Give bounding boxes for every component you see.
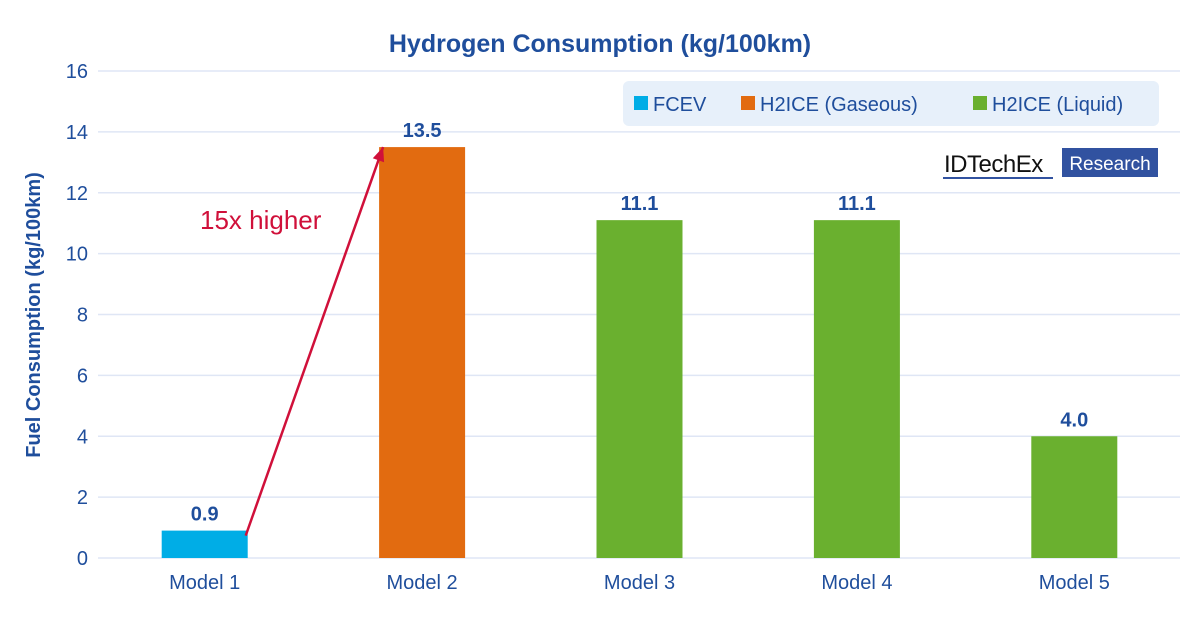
y-tick-label: 8	[77, 305, 88, 327]
data-label: 11.1	[621, 193, 659, 215]
legend-swatch	[634, 96, 648, 110]
legend-label: H2ICE (Gaseous)	[760, 94, 918, 116]
y-tick-label: 6	[77, 365, 88, 387]
annotation-text: 15x higher	[200, 205, 322, 235]
idtechex-logo: IDTechEx Research	[943, 148, 1158, 179]
bar	[161, 530, 248, 558]
legend-label: H2ICE (Liquid)	[992, 94, 1123, 116]
svg-text:Research: Research	[1069, 154, 1150, 175]
bar	[813, 220, 900, 559]
y-tick-label: 2	[77, 487, 88, 509]
data-label: 13.5	[403, 120, 442, 142]
data-label: 11.1	[838, 193, 876, 215]
x-tick-label: Model 1	[169, 572, 240, 594]
y-tick-label: 0	[77, 548, 88, 570]
bar	[1031, 436, 1118, 558]
annotation-arrow	[244, 146, 385, 537]
y-tick-label: 16	[66, 61, 88, 83]
data-label: 4.0	[1060, 409, 1088, 431]
x-tick-label: Model 5	[1039, 572, 1110, 594]
legend: FCEV H2ICE (Gaseous) H2ICE (Liquid)	[623, 81, 1159, 126]
y-axis-label: Fuel Consumption (kg/100km)	[23, 172, 45, 458]
legend-swatch	[973, 96, 987, 110]
y-tick-label: 14	[66, 122, 88, 144]
legend-label: FCEV	[653, 94, 707, 116]
arrow-head-icon	[372, 147, 385, 163]
data-label: 0.9	[191, 504, 219, 526]
svg-text:IDTechEx: IDTechEx	[944, 151, 1043, 178]
bar	[379, 147, 466, 558]
y-tick-label: 12	[66, 183, 88, 205]
x-tick-label: Model 3	[604, 572, 675, 594]
legend-background	[623, 81, 1159, 126]
x-tick-label: Model 4	[821, 572, 892, 594]
legend-swatch	[741, 96, 755, 110]
x-tick-label: Model 2	[387, 572, 458, 594]
chart-title: Hydrogen Consumption (kg/100km)	[389, 30, 811, 58]
y-tick-label: 4	[77, 426, 88, 448]
y-tick-label: 10	[66, 244, 88, 266]
bar	[596, 220, 683, 559]
